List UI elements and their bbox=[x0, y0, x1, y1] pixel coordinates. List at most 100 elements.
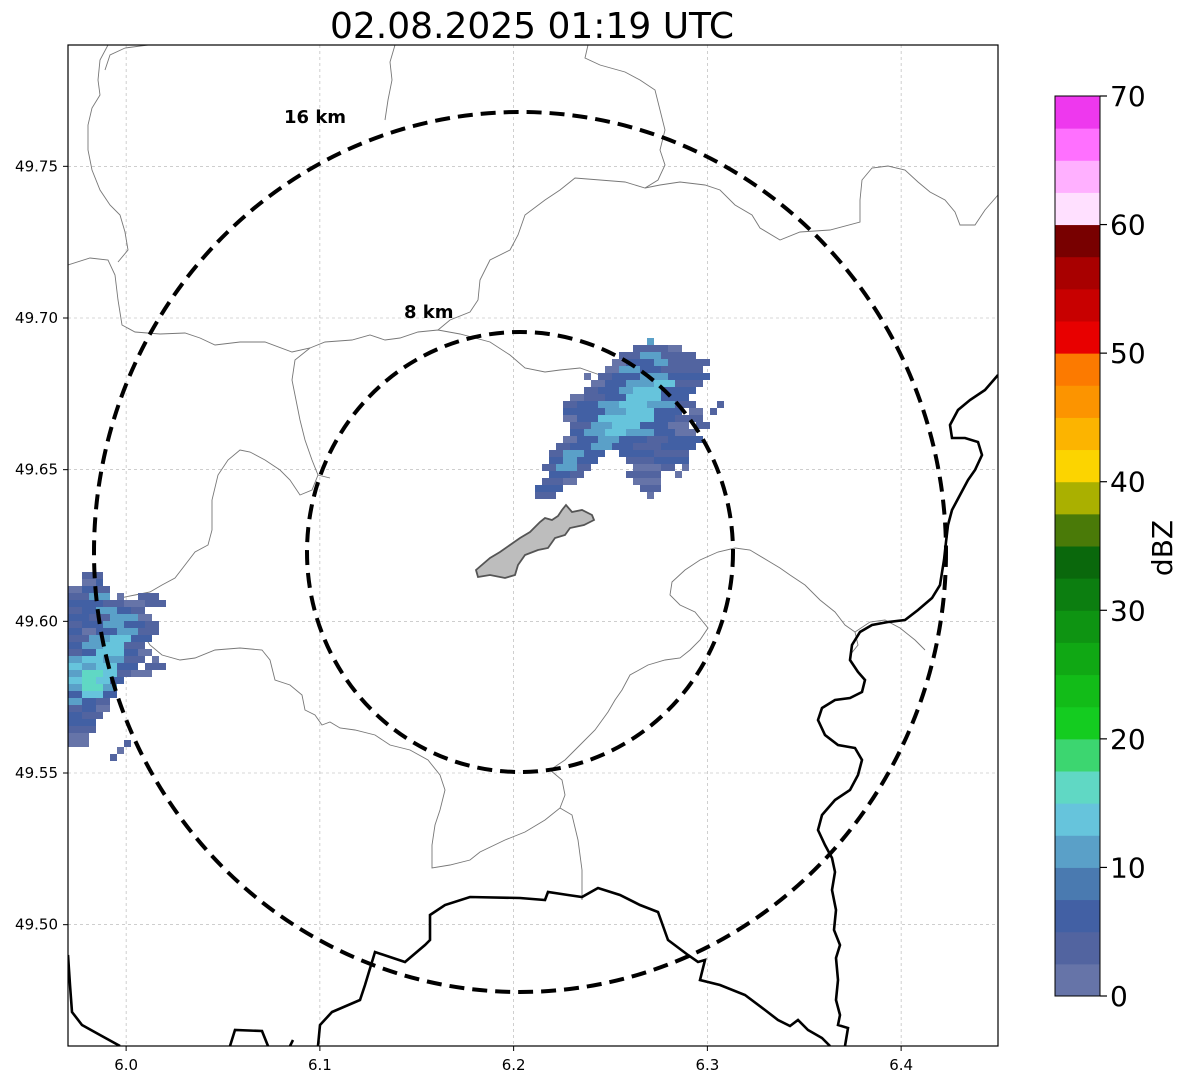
colorbar-segment bbox=[1055, 224, 1100, 258]
colorbar-segment bbox=[1055, 128, 1100, 161]
echo-pixel-northeast bbox=[668, 345, 682, 352]
echo-pixel-northeast bbox=[640, 352, 661, 359]
colorbar-segment bbox=[1055, 385, 1100, 418]
echo-pixel-west bbox=[117, 628, 138, 635]
echo-pixel-northeast bbox=[570, 471, 584, 478]
echo-pixel-northeast bbox=[591, 422, 612, 429]
echo-pixel-west bbox=[68, 635, 89, 642]
echo-pixel-west bbox=[82, 579, 96, 586]
echo-pixel-northeast bbox=[626, 408, 654, 415]
echo-pixel-west bbox=[82, 642, 103, 649]
colorbar-segment bbox=[1055, 481, 1100, 515]
echo-pixel-northeast bbox=[584, 373, 591, 380]
echo-pixel-west bbox=[68, 719, 96, 726]
colorbar-tick-label: 20 bbox=[1110, 723, 1146, 756]
echo-pixel-west bbox=[96, 607, 117, 614]
echo-pixel-northeast bbox=[612, 373, 640, 380]
echo-pixel-west bbox=[68, 600, 82, 607]
echo-pixel-northeast bbox=[661, 443, 696, 450]
echo-pixel-west bbox=[124, 642, 145, 649]
echo-pixel-northeast bbox=[563, 408, 584, 415]
echo-pixel-west bbox=[138, 614, 152, 621]
colorbar-segment bbox=[1055, 931, 1100, 965]
echo-pixel-northeast bbox=[626, 429, 654, 436]
echo-pixel-west bbox=[152, 656, 159, 663]
y-tick-label: 49.50 bbox=[15, 916, 58, 934]
echo-pixel-northeast bbox=[605, 408, 626, 415]
echo-pixel-west bbox=[110, 677, 124, 684]
y-tick-label: 49.75 bbox=[15, 157, 58, 175]
echo-pixel-west bbox=[103, 600, 124, 607]
echo-pixel-west bbox=[82, 712, 103, 719]
echo-pixel-west bbox=[103, 621, 124, 628]
echo-pixel-west bbox=[110, 754, 117, 761]
echo-pixel-west bbox=[103, 691, 117, 698]
echo-pixel-west bbox=[68, 726, 96, 733]
echo-pixel-northeast bbox=[577, 464, 591, 471]
echo-pixel-northeast bbox=[605, 366, 619, 373]
echo-pixel-west bbox=[96, 586, 110, 593]
echo-pixel-west bbox=[145, 663, 166, 670]
echo-pixel-northeast bbox=[633, 443, 661, 450]
echo-pixel-west bbox=[110, 635, 131, 642]
colorbar-segment bbox=[1055, 256, 1100, 290]
echo-pixel-northeast bbox=[647, 338, 654, 345]
echo-pixel-northeast bbox=[570, 422, 591, 429]
echo-pixel-west bbox=[96, 705, 110, 712]
echo-pixel-northeast bbox=[584, 387, 598, 394]
echo-pixel-northeast bbox=[577, 415, 598, 422]
echo-pixel-northeast bbox=[605, 380, 626, 387]
echo-pixel-northeast bbox=[668, 422, 689, 429]
echo-pixel-west bbox=[96, 677, 110, 684]
echo-pixel-west bbox=[96, 698, 110, 705]
echo-pixel-northeast bbox=[668, 373, 710, 380]
echo-pixel-northeast bbox=[619, 352, 640, 359]
colorbar-tick-label: 70 bbox=[1110, 80, 1146, 113]
x-tick-label: 6.3 bbox=[695, 1056, 719, 1074]
echo-pixel-northeast bbox=[535, 485, 563, 492]
echo-pixel-west bbox=[68, 670, 82, 677]
echo-pixel-northeast bbox=[675, 380, 703, 387]
colorbar-segment bbox=[1055, 160, 1100, 193]
y-tick-label: 49.60 bbox=[15, 612, 58, 630]
echo-pixel-northeast bbox=[563, 401, 577, 408]
echo-pixel-northeast bbox=[598, 415, 619, 422]
map-title: 02.08.2025 01:19 UTC bbox=[330, 6, 734, 47]
echo-pixel-west bbox=[131, 607, 145, 614]
colorbar-segment bbox=[1055, 288, 1100, 322]
echo-pixel-northeast bbox=[549, 450, 563, 457]
echo-pixel-west bbox=[96, 628, 117, 635]
map-frame bbox=[67, 44, 999, 1047]
echo-pixel-west bbox=[68, 614, 89, 621]
x-tick-label: 6.0 bbox=[114, 1056, 138, 1074]
echo-pixel-northeast bbox=[633, 387, 661, 394]
range-ring-8km bbox=[305, 330, 735, 774]
echo-pixel-northeast bbox=[612, 443, 633, 450]
echo-pixel-west bbox=[68, 733, 89, 740]
echo-pixel-northeast bbox=[640, 485, 661, 492]
colorbar-tick-label: 60 bbox=[1110, 209, 1146, 242]
echo-pixel-northeast bbox=[626, 380, 654, 387]
echo-pixel-northeast bbox=[619, 401, 647, 408]
echo-pixel-northeast bbox=[577, 436, 598, 443]
echo-pixel-west bbox=[68, 621, 82, 628]
echo-pixel-northeast bbox=[619, 415, 654, 422]
echo-pixel-west bbox=[68, 705, 82, 712]
echo-pixel-west bbox=[82, 691, 103, 698]
echo-pixel-northeast bbox=[542, 464, 556, 471]
echo-pixel-northeast bbox=[549, 471, 570, 478]
echo-pixel-west bbox=[82, 600, 103, 607]
echo-pixel-northeast bbox=[661, 464, 675, 471]
echo-pixel-northeast bbox=[647, 492, 654, 499]
echo-pixel-northeast bbox=[570, 394, 584, 401]
echo-pixel-west bbox=[68, 649, 82, 656]
echo-pixel-northeast bbox=[654, 415, 675, 422]
colorbar-segment bbox=[1055, 771, 1100, 804]
echo-pixel-west bbox=[68, 712, 82, 719]
colorbar-segment bbox=[1055, 417, 1100, 451]
echo-pixel-northeast bbox=[549, 457, 563, 464]
y-tick-label: 49.70 bbox=[15, 309, 58, 327]
colorbar-segment bbox=[1055, 546, 1100, 579]
echo-pixel-northeast bbox=[584, 429, 605, 436]
echo-pixel-west bbox=[82, 656, 103, 663]
